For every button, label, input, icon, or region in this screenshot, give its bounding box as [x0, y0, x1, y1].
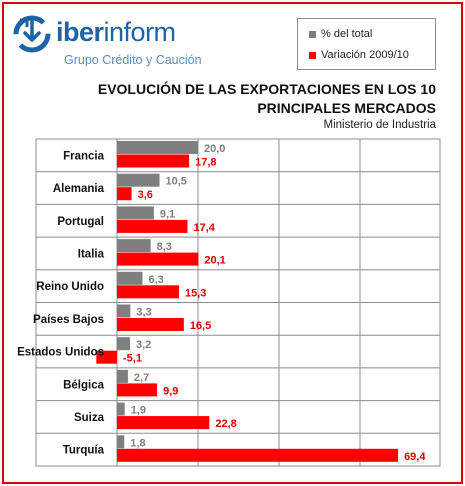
bar-share [117, 304, 131, 318]
data-label-share: 1,8 [130, 437, 145, 449]
category-label: Portugal [57, 216, 104, 228]
bar-variation [117, 416, 210, 430]
bar-variation [117, 448, 399, 462]
data-label-share: 20,0 [204, 143, 225, 155]
category-label: Bélgica [63, 379, 105, 391]
data-label-variation: 17,4 [193, 222, 215, 234]
legend-swatch-red [309, 51, 316, 59]
category-label: Turquía [63, 445, 105, 457]
data-label-variation: 20,1 [204, 255, 225, 267]
brand-name-bold: iber [56, 17, 104, 47]
bar-share [117, 369, 128, 383]
legend-label-variation: Variación 2009/10 [321, 49, 409, 61]
chart-bars [96, 141, 399, 462]
bar-variation [117, 318, 184, 331]
data-label-share: 6,3 [149, 274, 164, 286]
data-label-variation: 15,3 [185, 287, 206, 299]
bar-share [117, 141, 198, 154]
data-label-variation: 9,9 [163, 385, 178, 397]
brand-name: iberinform [56, 17, 176, 48]
bar-share [117, 271, 143, 285]
legend-entry-share: % del total [309, 27, 372, 41]
chart-title-line-2: PRINCIPALES MERCADOS [257, 100, 436, 116]
data-label-variation: 22,8 [215, 418, 236, 430]
data-label-variation: 69,4 [404, 451, 426, 463]
data-label-share: 3,2 [136, 339, 151, 351]
data-label-share: 8,3 [157, 241, 172, 253]
logo-arrows-icon [13, 15, 51, 53]
category-label: Países Bajos [33, 314, 104, 326]
category-label: Italia [78, 248, 105, 260]
legend-swatch-gray [309, 30, 316, 38]
chart-title-line-1: EVOLUCIÓN DE LAS EXPORTACIONES EN LOS 10 [97, 81, 436, 97]
chart-source: Ministerio de Industria [323, 119, 437, 131]
bar-share [117, 402, 125, 416]
data-label-variation: 3,6 [138, 189, 153, 201]
category-label: Suiza [74, 412, 105, 424]
bar-variation [117, 154, 190, 168]
brand-tagline: Grupo Crédito y Caución [64, 53, 202, 67]
bar-share [117, 337, 130, 351]
data-label-variation: -5,1 [123, 353, 142, 365]
chart-grid [35, 138, 441, 467]
data-label-share: 9,1 [160, 208, 175, 220]
bar-share [117, 435, 125, 449]
chart-legend: % del total Variación 2009/10 [297, 18, 436, 70]
legend-entry-variation: Variación 2009/10 [309, 48, 409, 62]
brand-name-light: inform [103, 17, 177, 47]
bar-variation [117, 285, 179, 299]
bar-share [117, 239, 151, 253]
bar-variation [96, 350, 117, 364]
bar-share [117, 173, 160, 187]
chart-labels: Francia 20,0 17,8 Alemania 10,5 3,6 Portugal 9,… [17, 143, 426, 463]
category-label: Reino Unido [36, 281, 104, 293]
data-label-share: 1,9 [131, 405, 146, 417]
data-label-share: 2,7 [134, 372, 149, 384]
legend-label-share: % del total [321, 28, 373, 40]
data-label-variation: 16,5 [190, 320, 211, 332]
chart-title: EVOLUCIÓN DE LAS EXPORTACIONES EN LOS 10… [60, 80, 436, 118]
bar-variation [117, 187, 132, 201]
category-label: Alemania [53, 183, 105, 195]
category-label: Estados Unidos [17, 347, 104, 359]
category-label: Francia [63, 150, 105, 162]
data-label-share: 10,5 [166, 176, 187, 188]
bar-variation [117, 252, 199, 266]
iberinform-logo: iberinform Grupo Crédito y Caución [12, 12, 212, 72]
data-label-share: 3,3 [136, 307, 151, 319]
bar-variation [117, 383, 158, 397]
bar-variation [117, 219, 188, 233]
bar-share [117, 206, 154, 220]
data-label-variation: 17,8 [195, 157, 216, 169]
